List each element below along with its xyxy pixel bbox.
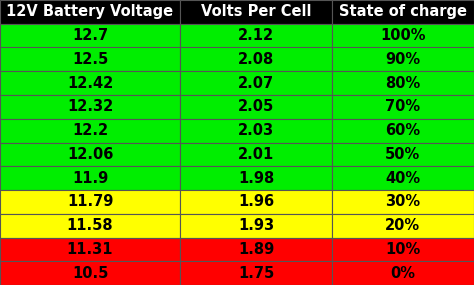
Text: 1.93: 1.93 <box>238 218 274 233</box>
Bar <box>332 261 474 285</box>
Text: 10.5: 10.5 <box>72 266 108 281</box>
Bar <box>0 237 180 261</box>
Text: 50%: 50% <box>385 147 420 162</box>
Bar <box>0 71 180 95</box>
Bar <box>332 48 474 71</box>
Bar <box>332 71 474 95</box>
Text: 40%: 40% <box>385 171 420 186</box>
Bar <box>180 48 332 71</box>
Text: 11.31: 11.31 <box>67 242 113 257</box>
Bar <box>180 261 332 285</box>
Text: 12.5: 12.5 <box>72 52 108 67</box>
Text: 0%: 0% <box>391 266 415 281</box>
Bar <box>0 261 180 285</box>
Text: 1.89: 1.89 <box>238 242 274 257</box>
Text: 20%: 20% <box>385 218 420 233</box>
Text: 2.07: 2.07 <box>238 76 274 91</box>
Bar <box>0 166 180 190</box>
Text: 11.9: 11.9 <box>72 171 108 186</box>
Text: 1.96: 1.96 <box>238 194 274 209</box>
Text: 2.12: 2.12 <box>238 28 274 43</box>
Bar <box>0 119 180 142</box>
Bar <box>332 214 474 237</box>
Text: Volts Per Cell: Volts Per Cell <box>201 4 311 19</box>
Bar <box>332 95 474 119</box>
Bar <box>180 237 332 261</box>
Text: 80%: 80% <box>385 76 420 91</box>
Text: 2.08: 2.08 <box>238 52 274 67</box>
Text: 2.05: 2.05 <box>238 99 274 114</box>
Text: 12.42: 12.42 <box>67 76 113 91</box>
Bar <box>180 95 332 119</box>
Text: 12.2: 12.2 <box>72 123 108 138</box>
Bar <box>0 214 180 237</box>
Bar <box>332 0 474 24</box>
Bar <box>0 190 180 214</box>
Bar <box>332 142 474 166</box>
Text: 12.06: 12.06 <box>67 147 113 162</box>
Bar <box>332 119 474 142</box>
Text: 100%: 100% <box>380 28 426 43</box>
Text: 2.03: 2.03 <box>238 123 274 138</box>
Bar <box>180 71 332 95</box>
Bar <box>0 48 180 71</box>
Text: 70%: 70% <box>385 99 420 114</box>
Bar <box>180 24 332 48</box>
Bar <box>0 142 180 166</box>
Text: 12.7: 12.7 <box>72 28 108 43</box>
Bar <box>180 214 332 237</box>
Bar <box>180 142 332 166</box>
Text: 11.58: 11.58 <box>67 218 113 233</box>
Text: 2.01: 2.01 <box>238 147 274 162</box>
Bar <box>0 24 180 48</box>
Text: 10%: 10% <box>385 242 420 257</box>
Bar <box>0 95 180 119</box>
Text: 1.98: 1.98 <box>238 171 274 186</box>
Bar <box>180 119 332 142</box>
Text: 30%: 30% <box>385 194 420 209</box>
Text: State of charge: State of charge <box>339 4 467 19</box>
Text: 90%: 90% <box>385 52 420 67</box>
Bar <box>332 237 474 261</box>
Bar <box>180 190 332 214</box>
Text: 12.32: 12.32 <box>67 99 113 114</box>
Text: 11.79: 11.79 <box>67 194 113 209</box>
Text: 60%: 60% <box>385 123 420 138</box>
Bar <box>0 0 180 24</box>
Bar <box>332 190 474 214</box>
Bar <box>180 166 332 190</box>
Text: 12V Battery Voltage: 12V Battery Voltage <box>7 4 173 19</box>
Bar <box>332 24 474 48</box>
Bar <box>180 0 332 24</box>
Text: 1.75: 1.75 <box>238 266 274 281</box>
Bar <box>332 166 474 190</box>
